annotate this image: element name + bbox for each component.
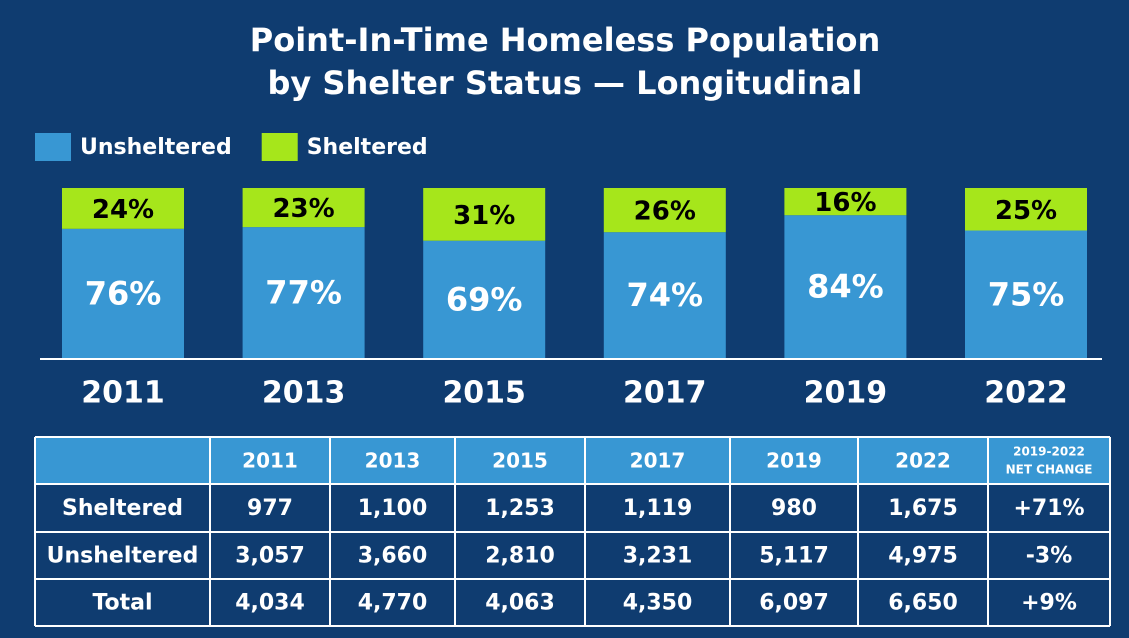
table-cell: 4,770 [358,591,428,616]
data-label: 23% [272,194,334,224]
data-label: 75% [988,275,1065,313]
table-header: 2013 [365,449,421,473]
x-tick-label: 2013 [262,376,346,411]
x-tick-label: 2022 [984,376,1068,411]
table-cell: 3,057 [235,544,305,569]
data-label: 74% [627,276,704,314]
table-cell: 977 [247,496,293,521]
x-tick-label: 2015 [442,376,526,411]
data-label: 16% [814,188,876,218]
table-cell: +9% [1021,591,1077,616]
bar-segment [423,188,546,241]
table-cell: 4,350 [623,591,693,616]
table-header: 2011 [242,449,298,473]
data-label: 84% [807,268,884,306]
table-cell: 2,810 [485,544,555,569]
table-cell: 5,117 [759,544,829,569]
chart-title: by Shelter Status — Longitudinal [268,64,863,102]
table-cell: 1,253 [485,496,555,521]
table-header: 2019 [766,449,822,473]
table-header: 2022 [895,449,951,473]
data-label: 24% [92,195,154,225]
table-cell: 1,119 [623,496,693,521]
bar-segment [603,188,726,233]
x-tick-label: 2017 [623,376,707,411]
bar-segment [62,188,184,229]
bar-segment [242,188,365,228]
legend-label: Sheltered [307,135,428,160]
table-cell: +71% [1013,496,1084,521]
chart-title: Point-In-Time Homeless Population [250,21,880,59]
row-label: Unsheltered [47,544,199,569]
bar-segment [423,240,546,358]
data-label: 69% [446,280,523,318]
x-tick-label: 2019 [804,376,888,411]
bar-segment [784,215,907,358]
table-cell: 4,975 [888,544,958,569]
table-cell: 3,660 [358,544,428,569]
bar-segment [603,232,726,358]
table-cell: 4,034 [235,591,305,616]
table-cell: -3% [1026,544,1072,569]
table-header-bg [35,437,1110,484]
table-cell: 3,231 [623,544,693,569]
legend-swatch [261,133,298,161]
table-header: 2019-2022 [1013,445,1085,459]
table-cell: 1,100 [358,496,428,521]
data-label: 76% [85,274,162,312]
table-header: 2017 [630,449,686,473]
data-label: 25% [995,196,1057,226]
data-label: 77% [265,274,342,312]
table-header: 2015 [492,449,548,473]
bar-segment [965,230,1087,358]
data-label: 26% [634,197,696,227]
table-cell: 4,063 [485,591,555,616]
bar-segment [965,188,1087,231]
table-cell: 6,650 [888,591,958,616]
table-cell: 980 [771,496,817,521]
legend-swatch [35,133,71,161]
bar-segment [784,188,907,216]
table-body-bg [35,484,1110,626]
table-cell: 1,675 [888,496,958,521]
legend-label: Unsheltered [80,135,232,160]
x-tick-label: 2011 [81,376,165,411]
row-label: Sheltered [62,496,183,521]
table-cell: 6,097 [759,591,829,616]
bar-segment [62,228,184,358]
data-label: 31% [453,201,515,231]
row-label: Total [92,591,152,616]
bar-segment [242,227,365,358]
table-header: NET CHANGE [1006,463,1093,477]
